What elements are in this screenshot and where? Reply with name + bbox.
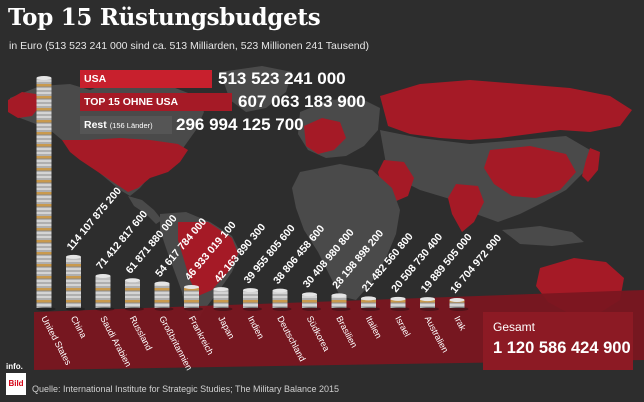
bar-12 [361, 296, 380, 311]
bar-9 [272, 288, 292, 311]
top15-label: TOP 15 OHNE USA [80, 93, 232, 111]
rest-label: Rest (156 Länder) [80, 116, 172, 134]
map-africa [292, 164, 400, 300]
bar-3 [95, 274, 115, 311]
bar-11 [331, 293, 351, 311]
category-label-2: China [69, 314, 89, 339]
total-box: Gesamt 1 120 586 424 900 [483, 312, 633, 370]
bar-2 [66, 254, 85, 311]
category-label-13: Israel [393, 314, 412, 338]
category-label-9: Deutschland [275, 314, 307, 363]
category-label-4: Russland [128, 314, 154, 352]
category-label-10: Südkorea [305, 314, 332, 353]
bar-6 [184, 284, 203, 311]
logo-info-text: info. [6, 362, 23, 371]
usa-label: USA [80, 70, 212, 88]
page-title: Top 15 Rüstungsbudgets [8, 4, 321, 31]
bar-14 [420, 297, 439, 311]
map-china [484, 146, 576, 198]
total-value: 1 120 586 424 900 [493, 339, 631, 357]
page-subtitle: in Euro (513 523 241 000 sind ca. 513 Mi… [9, 40, 369, 52]
bar-5 [154, 281, 174, 311]
top15-value: 607 063 183 900 [238, 92, 366, 111]
category-label-3: Saudi Arabien [98, 314, 133, 368]
usa-value: 513 523 241 000 [218, 69, 346, 88]
bild-info-logo: info. Bild [6, 362, 28, 398]
category-label-6: Frankreich [187, 314, 216, 356]
source-note: Quelle: International Institute for Stra… [32, 384, 340, 394]
map-alaska [8, 92, 40, 118]
bar-13 [390, 296, 410, 311]
category-label-15: Irak [452, 314, 468, 332]
total-label: Gesamt [493, 320, 536, 334]
map-usa [62, 138, 188, 192]
category-label-1: United States [39, 314, 73, 367]
logo-bild-text: Bild [6, 373, 26, 395]
map-brazil [178, 222, 238, 296]
rest-value: 296 994 125 700 [176, 115, 304, 134]
map-europe-highlight [304, 118, 346, 154]
category-label-14: Australien [423, 314, 451, 354]
category-label-11: Brasilien [334, 314, 359, 349]
category-label-12: Italien [364, 314, 384, 340]
map-russia [380, 80, 632, 140]
bar-8 [243, 288, 262, 311]
bar-7 [213, 287, 233, 311]
bar-15 [449, 298, 469, 311]
category-label-7: Japan [216, 314, 236, 340]
map-indonesia [502, 226, 584, 246]
map-greenland [220, 66, 292, 112]
category-label-8: Indien [246, 314, 266, 340]
map-japan [582, 148, 600, 182]
category-label-5: Großbritannien [157, 314, 194, 372]
bar-4 [125, 278, 144, 311]
bar-10 [302, 292, 321, 311]
bar-1 [36, 76, 56, 311]
map-india [448, 184, 484, 232]
map-central-america [128, 196, 162, 224]
rest-note: (156 Länder) [109, 121, 153, 130]
